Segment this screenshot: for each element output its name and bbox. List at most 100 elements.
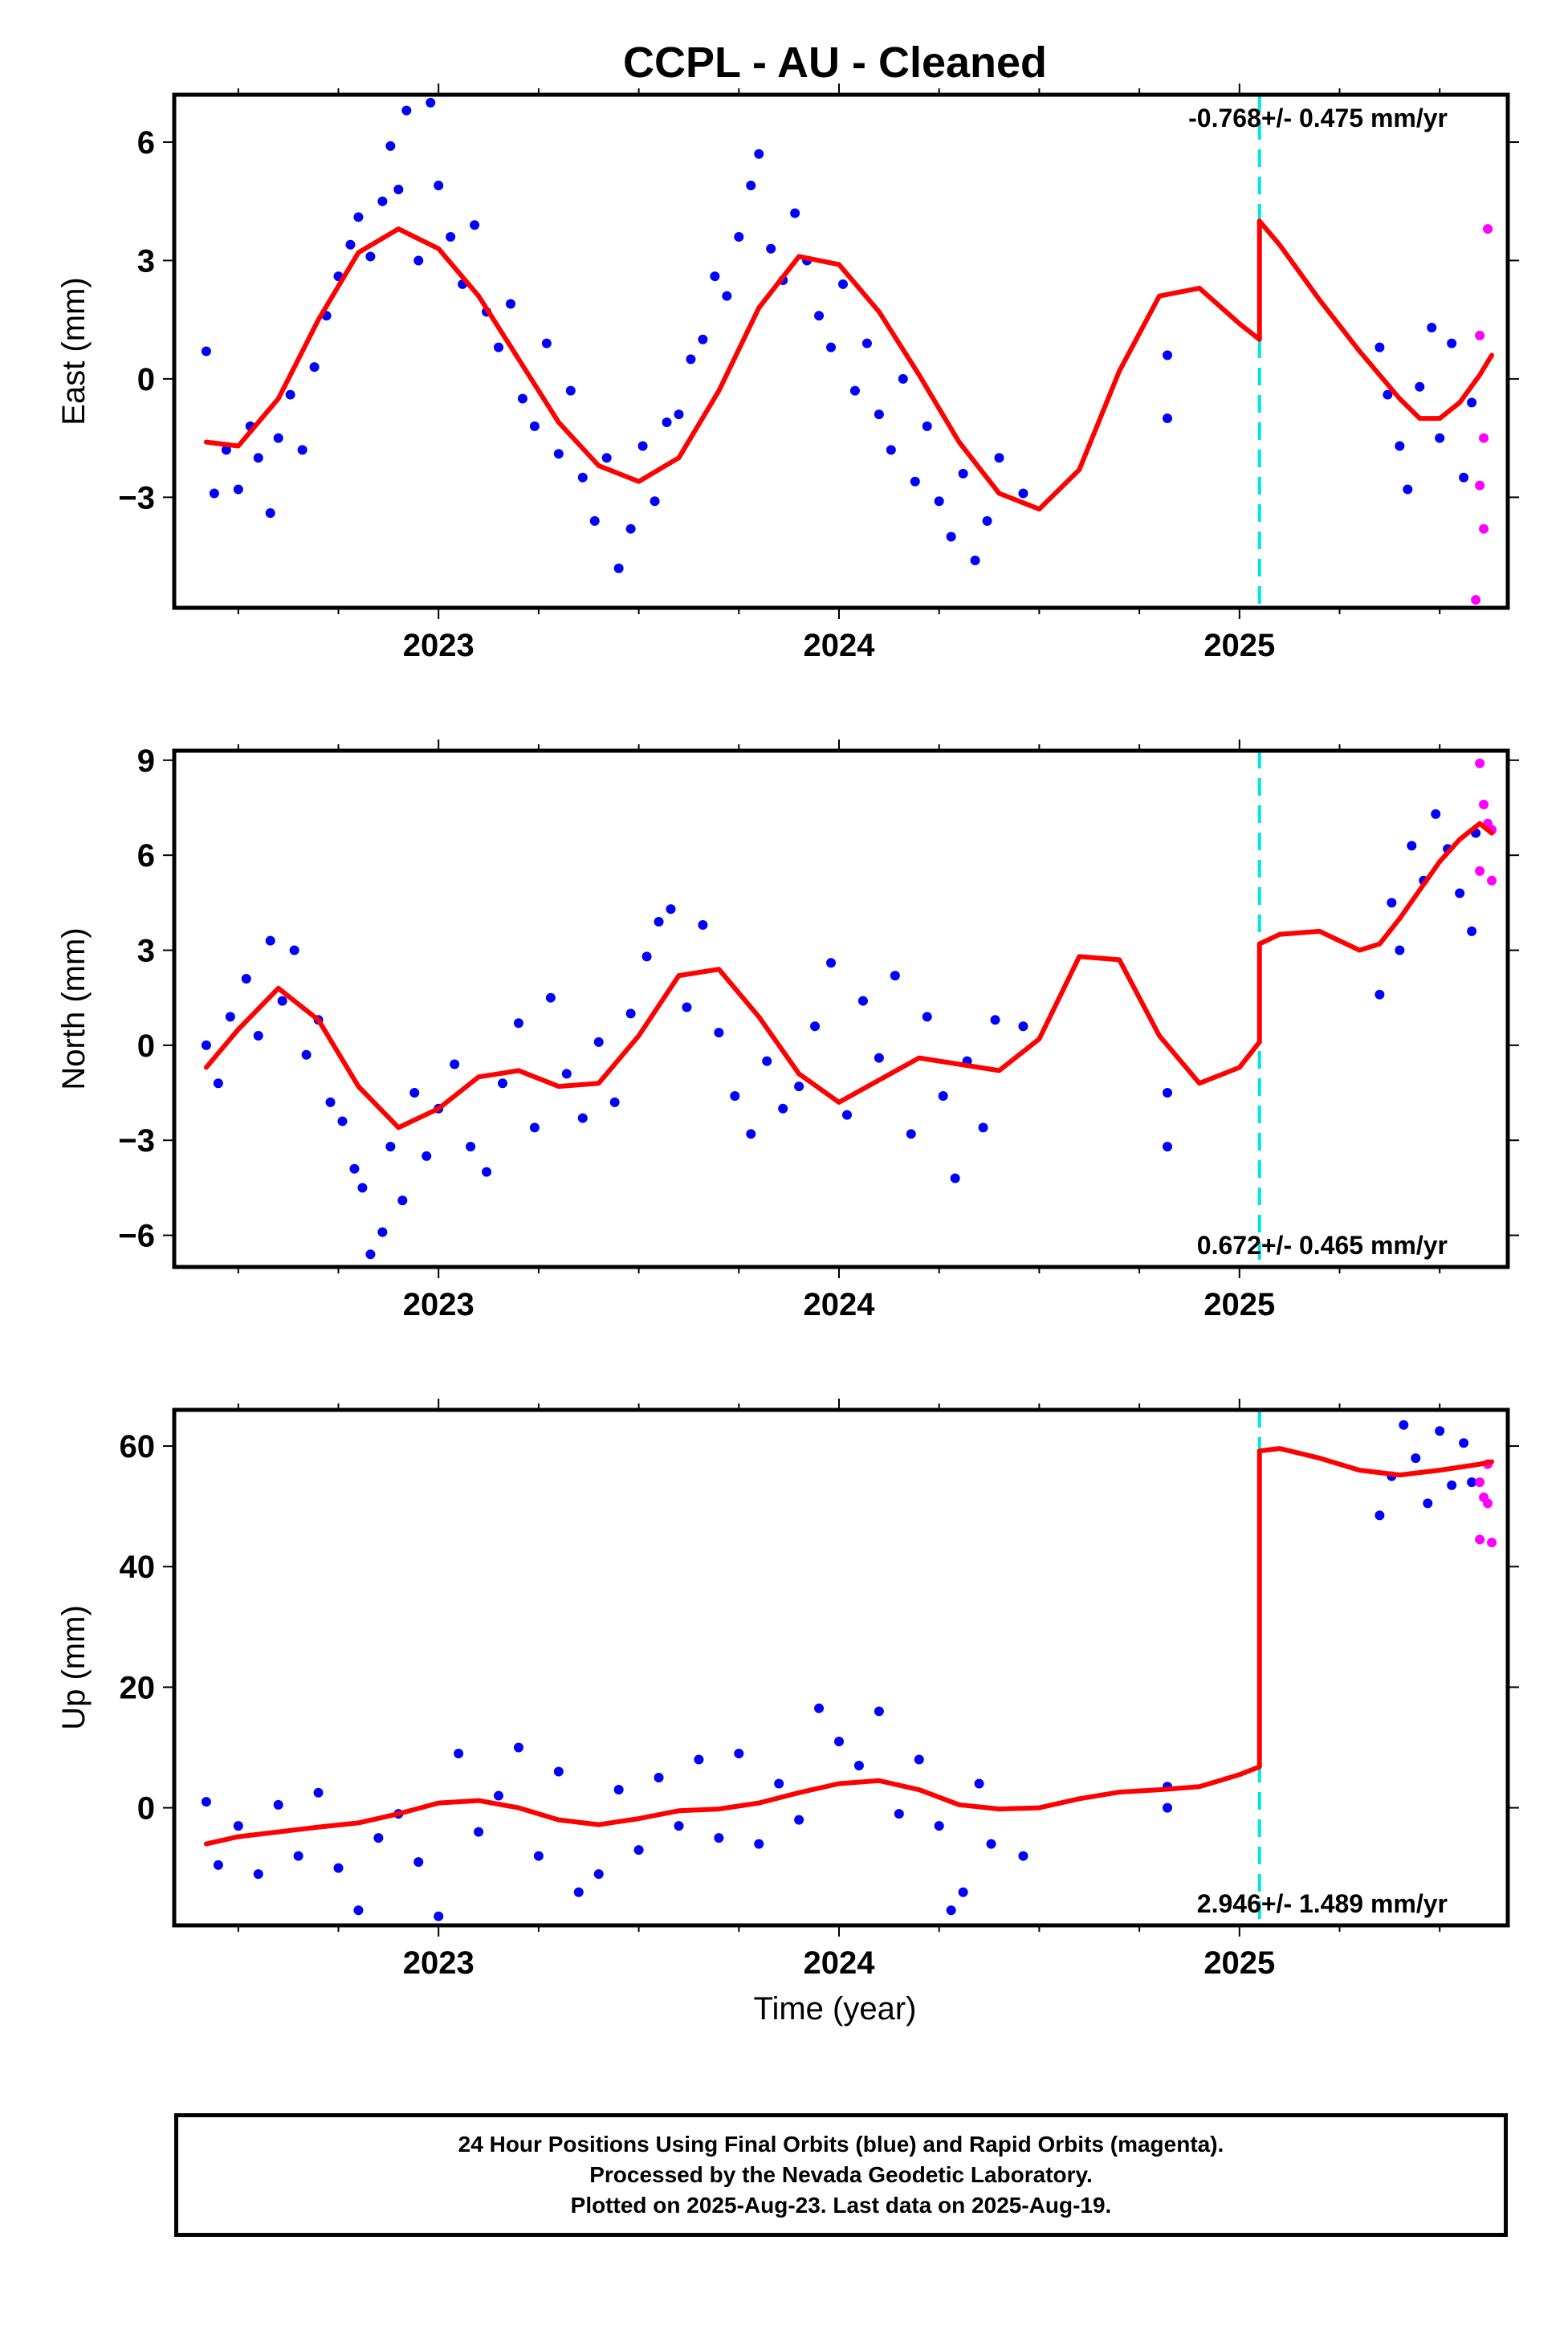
- rapid-point: [1479, 523, 1489, 534]
- final-point: [494, 342, 504, 352]
- final-point: [385, 1142, 396, 1152]
- final-point: [894, 1809, 904, 1819]
- x-tick-label: 2024: [804, 1287, 876, 1322]
- final-point: [778, 1103, 788, 1114]
- final-point: [710, 271, 720, 282]
- rate-label: 2.946+/- 1.489 mm/yr: [1197, 1889, 1448, 1918]
- y-tick-label: 6: [137, 125, 155, 161]
- final-point: [265, 508, 275, 519]
- final-point: [422, 1151, 432, 1161]
- final-point: [565, 385, 576, 396]
- final-point: [201, 346, 211, 356]
- final-point: [922, 421, 932, 431]
- final-point: [517, 393, 527, 404]
- final-point: [1447, 338, 1457, 348]
- final-point: [233, 484, 243, 495]
- final-point: [625, 1008, 636, 1019]
- final-point: [365, 1249, 376, 1260]
- final-point: [974, 1778, 984, 1789]
- final-point: [345, 239, 356, 250]
- final-point: [201, 1040, 211, 1050]
- final-point: [1163, 1142, 1173, 1152]
- final-point: [1459, 1438, 1469, 1448]
- final-point: [1467, 926, 1477, 936]
- final-point: [577, 472, 588, 483]
- final-point: [285, 389, 295, 400]
- final-point: [978, 1122, 988, 1133]
- x-tick-label: 2023: [403, 628, 474, 663]
- plot-area: [201, 95, 1494, 608]
- final-point: [401, 105, 412, 116]
- model-curve: [1256, 821, 1494, 953]
- final-point: [541, 338, 552, 348]
- model-curve: [1256, 1446, 1494, 1478]
- final-point: [213, 1860, 223, 1870]
- rapid-point: [1475, 1534, 1485, 1545]
- final-point: [722, 291, 732, 301]
- final-point: [1399, 1420, 1409, 1430]
- final-point: [746, 181, 756, 191]
- final-point: [1375, 989, 1385, 1000]
- final-point: [613, 1785, 624, 1795]
- final-point: [1018, 488, 1028, 499]
- rate-label: 0.672+/- 0.465 mm/yr: [1197, 1231, 1448, 1260]
- final-point: [958, 468, 968, 479]
- final-point: [934, 1821, 944, 1831]
- final-point: [914, 1754, 924, 1765]
- model-curve: [203, 226, 1262, 512]
- final-point: [273, 1799, 283, 1810]
- final-point: [746, 1129, 756, 1139]
- rapid-point: [1487, 875, 1497, 886]
- x-tick-label: 2025: [1203, 1287, 1275, 1322]
- final-point: [241, 974, 251, 984]
- final-point: [253, 1869, 263, 1880]
- final-point: [714, 1833, 724, 1843]
- y-tick-label: 40: [120, 1550, 156, 1585]
- final-point: [794, 1081, 804, 1092]
- y-tick-label: −3: [118, 480, 155, 515]
- final-point: [313, 1787, 324, 1798]
- final-point: [221, 445, 231, 455]
- final-point: [849, 385, 860, 396]
- x-tick-label: 2025: [1203, 628, 1275, 663]
- final-point: [886, 445, 896, 455]
- panel-2: 2023 2024 2025 −6 −3 0 3 6 9 North (mm) 0.672+/- 0…: [56, 739, 1519, 1322]
- y-tick-label: 6: [137, 838, 155, 874]
- final-point: [265, 935, 275, 946]
- final-point: [810, 1021, 821, 1032]
- final-point: [337, 1116, 348, 1126]
- final-point: [1455, 888, 1465, 898]
- final-point: [1163, 350, 1173, 360]
- x-tick-label: 2023: [403, 1287, 474, 1322]
- final-point: [625, 523, 636, 534]
- chart-title: CCPL - AU - Cleaned: [623, 39, 1047, 87]
- final-point: [790, 208, 800, 218]
- final-point: [325, 1097, 336, 1107]
- final-point: [1423, 1498, 1433, 1509]
- final-point: [674, 409, 684, 420]
- final-point: [482, 1167, 492, 1177]
- final-point: [686, 354, 696, 365]
- final-point: [950, 1173, 960, 1183]
- final-point: [377, 196, 388, 206]
- final-point: [613, 563, 624, 573]
- final-point: [426, 97, 436, 108]
- panel-1: 2023 2024 2025 −3 0 3 6 East (mm) -0.768+/- 0.47…: [56, 84, 1519, 663]
- final-point: [201, 1797, 211, 1807]
- rapid-point: [1471, 595, 1481, 605]
- y-tick-label: −3: [118, 1123, 155, 1159]
- final-point: [861, 338, 872, 348]
- final-point: [734, 1749, 744, 1758]
- final-point: [357, 1183, 368, 1193]
- y-axis-label: East (mm): [56, 277, 92, 425]
- x-tick-label: 2025: [1203, 1945, 1275, 1981]
- final-point: [377, 1227, 388, 1237]
- final-point: [545, 992, 556, 1003]
- final-point: [841, 1110, 852, 1120]
- final-point: [301, 1049, 312, 1060]
- final-point: [1387, 898, 1397, 908]
- final-point: [561, 1069, 572, 1079]
- final-point: [505, 299, 515, 309]
- final-point: [734, 231, 744, 242]
